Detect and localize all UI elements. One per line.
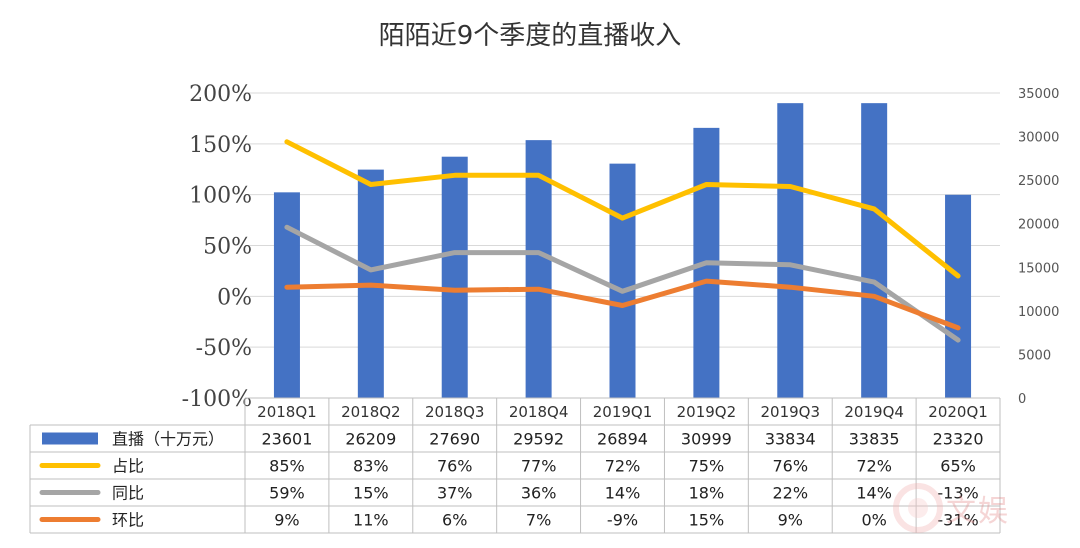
- data-label: 9%: [274, 511, 299, 530]
- category-label: 2018Q2: [341, 403, 401, 421]
- left-axis: -100% -50% 0% 50% 100% 150% 200%: [182, 82, 252, 412]
- data-label: 23601: [261, 430, 312, 449]
- data-label: 11%: [353, 511, 389, 530]
- data-label: 27690: [429, 430, 480, 449]
- right-tick-label: 30000: [1018, 131, 1059, 146]
- data-label: 83%: [353, 457, 389, 476]
- data-table: 2018Q1 2018Q2 2018Q3 2018Q4 2019Q1 2019Q2 2019…: [29, 397, 1001, 534]
- line-同比: [284, 224, 961, 343]
- data-label: 33835: [849, 430, 900, 449]
- left-tick-label: -50%: [196, 336, 252, 361]
- bar-2019Q1: [609, 163, 636, 398]
- category-label: 2020Q1: [928, 403, 988, 421]
- data-label: 76%: [772, 457, 808, 476]
- data-label: 26209: [345, 430, 396, 449]
- data-label: 29592: [513, 430, 564, 449]
- category-label: 2019Q2: [677, 403, 737, 421]
- data-label: -9%: [607, 511, 638, 530]
- category-label: 2018Q1: [257, 403, 317, 421]
- data-label: 65%: [940, 457, 976, 476]
- bar-2018Q4: [525, 140, 552, 398]
- legend-label: 占比: [112, 457, 144, 476]
- left-tick-label: 50%: [203, 235, 252, 260]
- data-label: 23320: [933, 430, 984, 449]
- data-label: 26894: [597, 430, 648, 449]
- data-label: 85%: [269, 457, 305, 476]
- data-label: 14%: [605, 484, 641, 503]
- category-label: 2019Q3: [761, 403, 821, 421]
- data-label: -31%: [937, 511, 978, 530]
- data-label: 36%: [521, 484, 557, 503]
- category-label: 2018Q4: [509, 403, 569, 421]
- left-tick-label: 150%: [189, 133, 252, 158]
- right-tick-label: 0: [1018, 392, 1026, 407]
- category-label: 2018Q3: [425, 403, 485, 421]
- category-label: 2019Q1: [593, 403, 653, 421]
- line-环比: [284, 278, 961, 331]
- data-label: 6%: [442, 511, 467, 530]
- data-label: 33834: [765, 430, 816, 449]
- data-label: 59%: [269, 484, 305, 503]
- data-label: 75%: [689, 457, 725, 476]
- data-label: 37%: [437, 484, 473, 503]
- data-label: 72%: [856, 457, 892, 476]
- data-label: 15%: [353, 484, 389, 503]
- left-tick-label: -100%: [182, 387, 252, 412]
- chart-title: 陌陌近9个季度的直播收入: [379, 21, 682, 51]
- legend-label: 环比: [112, 511, 144, 530]
- bar-2018Q3: [441, 156, 468, 398]
- left-tick-label: 0%: [217, 285, 252, 310]
- data-label: 76%: [437, 457, 473, 476]
- data-label: 77%: [521, 457, 557, 476]
- line-series: [284, 139, 961, 343]
- right-tick-label: 15000: [1018, 261, 1059, 276]
- data-label: 22%: [772, 484, 808, 503]
- bar-2020Q1: [945, 194, 972, 398]
- line-占比: [284, 139, 961, 279]
- data-label: 7%: [526, 511, 551, 530]
- right-tick-label: 25000: [1018, 174, 1059, 189]
- data-label: 14%: [856, 484, 892, 503]
- right-tick-label: 35000: [1018, 87, 1059, 102]
- category-label: 2019Q4: [844, 403, 904, 421]
- legend-label: 同比: [112, 484, 144, 503]
- bar-2019Q3: [777, 103, 804, 398]
- left-tick-label: 100%: [189, 184, 252, 209]
- bar-2019Q4: [861, 103, 888, 398]
- bar-2018Q1: [273, 192, 300, 398]
- data-label: 9%: [778, 511, 803, 530]
- data-label: 15%: [689, 511, 725, 530]
- right-tick-label: 10000: [1018, 305, 1059, 320]
- right-axis: 0 5000 10000 15000 20000 25000 30000 35000: [1018, 87, 1059, 407]
- left-tick-label: 200%: [189, 82, 252, 107]
- right-tick-label: 5000: [1018, 348, 1051, 363]
- data-label: 72%: [605, 457, 641, 476]
- data-label: 30999: [681, 430, 732, 449]
- data-label: -13%: [937, 484, 978, 503]
- legend-label: 直播（十万元）: [112, 430, 224, 449]
- legend-key-bar: [42, 432, 98, 445]
- data-label: 0%: [861, 511, 886, 530]
- bar-series: [273, 103, 972, 399]
- data-label: 18%: [689, 484, 725, 503]
- right-tick-label: 20000: [1018, 218, 1059, 233]
